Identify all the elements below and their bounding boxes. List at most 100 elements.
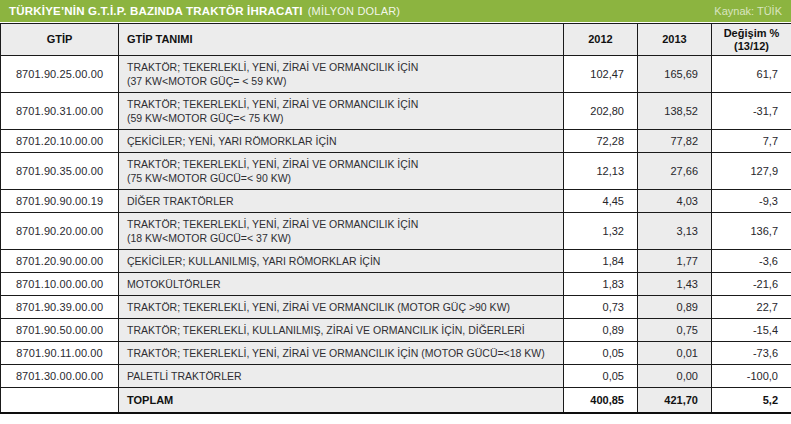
col-header-2013: 2013 <box>638 24 712 56</box>
unit-label: (MİLYON DOLAR) <box>308 5 400 17</box>
table-row: 8701.90.11.00.00 TRAKTÖR; TEKERLEKLİ, YE… <box>1 342 791 365</box>
gtip-description-cell: MOTOKÜLTÖRLER <box>119 273 564 296</box>
value-2013-cell: 0,00 <box>638 365 712 388</box>
value-2013-cell: 0,75 <box>638 319 712 342</box>
change-percent-cell: -21,6 <box>712 273 791 296</box>
change-percent-cell: -3,6 <box>712 250 791 273</box>
gtip-code-cell: 8701.90.39.00.00 <box>1 296 119 319</box>
table-row: 8701.90.90.00.19 DİĞER TRAKTÖRLER 4,45 4… <box>1 190 791 213</box>
table-row: 8701.90.25.00.00 TRAKTÖR; TEKERLEKLİ, YE… <box>1 56 791 93</box>
value-2013-cell: 1,77 <box>638 250 712 273</box>
gtip-description-cell: TRAKTÖR; TEKERLEKLİ, YENİ, ZİRAİ VE ORMA… <box>119 153 564 190</box>
col-header-tanim: GTİP TANIMI <box>119 24 564 56</box>
table-row: 8701.90.20.00.00 TRAKTÖR; TEKERLEKLİ, YE… <box>1 213 791 250</box>
total-row: TOPLAM 400,85 421,70 5,2 <box>1 388 791 413</box>
value-2012-cell: 102,47 <box>564 56 638 93</box>
source-label: Kaynak: TÜİK <box>714 5 782 17</box>
col-header-change-line1: Değişim % <box>724 27 780 39</box>
table-title-bar: TÜRKİYE’NİN G.T.İ.P. BAZINDA TRAKTÖR İHR… <box>0 0 791 22</box>
gtip-description-cell: PALETLİ TRAKTÖRLER <box>119 365 564 388</box>
gtip-description-cell: ÇEKİCİLER; YENİ, YARI RÖMORKLAR İÇİN <box>119 130 564 153</box>
gtip-description-cell: TRAKTÖR; TEKERLEKLİ, YENİ, ZİRAİ VE ORMA… <box>119 213 564 250</box>
table-row: 8701.20.90.00.00 ÇEKİCİLER; KULLANILMIŞ,… <box>1 250 791 273</box>
table-footer: TOPLAM 400,85 421,70 5,2 <box>1 388 791 413</box>
page-title: TÜRKİYE’NİN G.T.İ.P. BAZINDA TRAKTÖR İHR… <box>9 5 303 17</box>
gtip-description-cell: TRAKTÖR; TEKERLEKLİ, YENİ, ZİRAİ VE ORMA… <box>119 342 564 365</box>
total-label-cell: TOPLAM <box>119 388 564 413</box>
value-2012-cell: 1,84 <box>564 250 638 273</box>
description-line1: TRAKTÖR; TEKERLEKLİ, YENİ, ZİRAİ VE ORMA… <box>127 301 510 313</box>
gtip-code-cell: 8701.90.11.00.00 <box>1 342 119 365</box>
value-2012-cell: 202,80 <box>564 93 638 130</box>
gtip-description-cell: ÇEKİCİLER; KULLANILMIŞ, YARI RÖMORKLAR İ… <box>119 250 564 273</box>
table-row: 8701.90.50.00.00 TRAKTÖR; TEKERLEKLİ, KU… <box>1 319 791 342</box>
value-2012-cell: 4,45 <box>564 190 638 213</box>
value-2013-cell: 138,52 <box>638 93 712 130</box>
table-header-row: GTİP GTİP TANIMI 2012 2013 Değişim % (13… <box>1 24 791 56</box>
gtip-description-cell: TRAKTÖR; TEKERLEKLİ, KULLANILMIŞ, ZİRAİ … <box>119 319 564 342</box>
value-2012-cell: 1,32 <box>564 213 638 250</box>
gtip-code-cell: 8701.20.90.00.00 <box>1 250 119 273</box>
gtip-description-cell: TRAKTÖR; TEKERLEKLİ, YENİ, ZİRAİ VE ORMA… <box>119 56 564 93</box>
table-row: 8701.20.10.00.00 ÇEKİCİLER; YENİ, YARI R… <box>1 130 791 153</box>
gtip-code-cell: 8701.90.35.00.00 <box>1 153 119 190</box>
gtip-code-cell: 8701.20.10.00.00 <box>1 130 119 153</box>
col-header-change-line2: (13/12) <box>734 40 769 52</box>
change-percent-cell: 22,7 <box>712 296 791 319</box>
value-2013-cell: 1,43 <box>638 273 712 296</box>
total-2012-cell: 400,85 <box>564 388 638 413</box>
table-body: 8701.90.25.00.00 TRAKTÖR; TEKERLEKLİ, YE… <box>1 56 791 388</box>
change-percent-cell: 127,9 <box>712 153 791 190</box>
gtip-code-cell: 8701.90.25.00.00 <box>1 56 119 93</box>
change-percent-cell: -15,4 <box>712 319 791 342</box>
description-line2: (18 KW<MOTOR GÜCÜ=< 37 KW) <box>127 231 555 245</box>
table-row: 8701.10.00.00.00 MOTOKÜLTÖRLER 1,83 1,43… <box>1 273 791 296</box>
table-row: 8701.30.00.00.00 PALETLİ TRAKTÖRLER 0,05… <box>1 365 791 388</box>
value-2013-cell: 165,69 <box>638 56 712 93</box>
description-line2: (75 KW<MOTOR GÜCÜ=< 90 KW) <box>127 171 555 185</box>
value-2013-cell: 3,13 <box>638 213 712 250</box>
description-line1: TRAKTÖR; TEKERLEKLİ, KULLANILMIŞ, ZİRAİ … <box>127 324 525 336</box>
description-line1: TRAKTÖR; TEKERLEKLİ, YENİ, ZİRAİ VE ORMA… <box>127 158 418 170</box>
change-percent-cell: -73,6 <box>712 342 791 365</box>
description-line1: TRAKTÖR; TEKERLEKLİ, YENİ, ZİRAİ VE ORMA… <box>127 347 545 359</box>
report-table-page: TÜRKİYE’NİN G.T.İ.P. BAZINDA TRAKTÖR İHR… <box>0 0 791 424</box>
col-header-2012: 2012 <box>564 24 638 56</box>
gtip-code-cell: 8701.90.50.00.00 <box>1 319 119 342</box>
value-2012-cell: 0,89 <box>564 319 638 342</box>
description-line2: (37 KW<MOTOR GÜÇ= < 59 KW) <box>127 74 555 88</box>
total-2013-cell: 421,70 <box>638 388 712 413</box>
value-2013-cell: 0,01 <box>638 342 712 365</box>
description-line2: (59 KW<MOTOR GÜÇ=< 75 KW) <box>127 111 555 125</box>
value-2012-cell: 0,05 <box>564 342 638 365</box>
change-percent-cell: -100,0 <box>712 365 791 388</box>
value-2012-cell: 72,28 <box>564 130 638 153</box>
value-2012-cell: 1,83 <box>564 273 638 296</box>
gtip-description-cell: TRAKTÖR; TEKERLEKLİ, YENİ, ZİRAİ VE ORMA… <box>119 93 564 130</box>
description-line1: ÇEKİCİLER; KULLANILMIŞ, YARI RÖMORKLAR İ… <box>127 255 380 267</box>
description-line1: ÇEKİCİLER; YENİ, YARI RÖMORKLAR İÇİN <box>127 135 336 147</box>
description-line1: TRAKTÖR; TEKERLEKLİ, YENİ, ZİRAİ VE ORMA… <box>127 61 418 73</box>
value-2013-cell: 0,89 <box>638 296 712 319</box>
title-group: TÜRKİYE’NİN G.T.İ.P. BAZINDA TRAKTÖR İHR… <box>9 5 400 17</box>
description-line1: PALETLİ TRAKTÖRLER <box>127 370 242 382</box>
change-percent-cell: 136,7 <box>712 213 791 250</box>
gtip-export-table: GTİP GTİP TANIMI 2012 2013 Değişim % (13… <box>0 23 791 414</box>
gtip-code-cell: 8701.90.31.00.00 <box>1 93 119 130</box>
total-change-cell: 5,2 <box>712 388 791 413</box>
value-2013-cell: 4,03 <box>638 190 712 213</box>
change-percent-cell: -31,7 <box>712 93 791 130</box>
description-line1: MOTOKÜLTÖRLER <box>127 278 221 290</box>
description-line1: DİĞER TRAKTÖRLER <box>127 195 234 207</box>
gtip-code-cell: 8701.10.00.00.00 <box>1 273 119 296</box>
gtip-description-cell: DİĞER TRAKTÖRLER <box>119 190 564 213</box>
table-row: 8701.90.39.00.00 TRAKTÖR; TEKERLEKLİ, YE… <box>1 296 791 319</box>
gtip-code-cell: 8701.90.90.00.19 <box>1 190 119 213</box>
value-2012-cell: 12,13 <box>564 153 638 190</box>
gtip-code-cell: 8701.30.00.00.00 <box>1 365 119 388</box>
total-gtip-cell <box>1 388 119 413</box>
description-line1: TRAKTÖR; TEKERLEKLİ, YENİ, ZİRAİ VE ORMA… <box>127 218 418 230</box>
change-percent-cell: -9,3 <box>712 190 791 213</box>
value-2013-cell: 27,66 <box>638 153 712 190</box>
table-row: 8701.90.35.00.00 TRAKTÖR; TEKERLEKLİ, YE… <box>1 153 791 190</box>
